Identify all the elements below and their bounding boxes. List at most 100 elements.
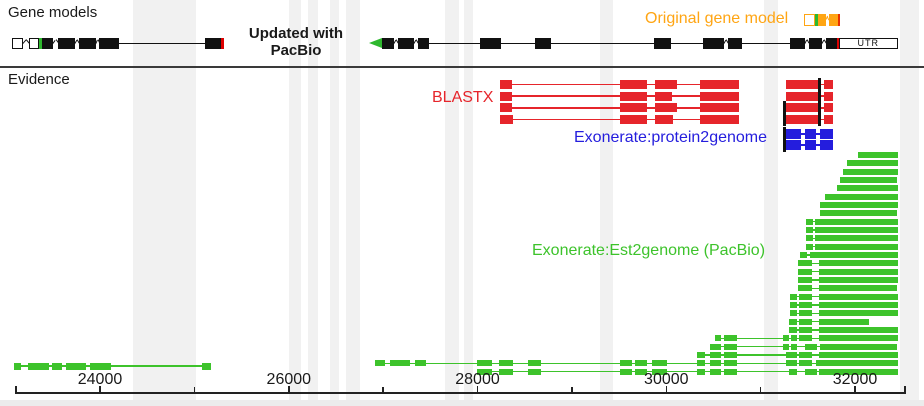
intron-line xyxy=(667,370,697,373)
intron-line xyxy=(541,370,620,373)
codon-mark xyxy=(782,138,786,152)
utr-box: UTR xyxy=(839,38,898,49)
intron-line xyxy=(513,362,528,365)
exon-box xyxy=(823,91,833,101)
codon-mark xyxy=(815,14,818,26)
axis-line xyxy=(15,392,906,394)
intron-line xyxy=(817,345,820,348)
exon-box xyxy=(819,352,898,358)
utr-box xyxy=(29,38,39,49)
exon-box xyxy=(66,362,86,370)
axis-major-tick xyxy=(288,386,290,393)
intron-line xyxy=(646,362,652,365)
exon-box xyxy=(786,140,801,150)
intron-line xyxy=(796,312,799,315)
exon-box xyxy=(786,360,797,367)
exon-box xyxy=(477,360,492,367)
intron-line xyxy=(821,83,824,86)
intron-line xyxy=(796,304,799,306)
exon-box xyxy=(498,360,513,367)
exon-box xyxy=(205,38,221,49)
intron-line xyxy=(671,95,700,97)
exon-box xyxy=(798,327,812,333)
exon-box xyxy=(790,343,797,350)
exon-box xyxy=(829,14,840,26)
exon-box xyxy=(798,318,812,325)
intron-line xyxy=(512,95,620,97)
intron-line xyxy=(812,220,815,223)
intron-line xyxy=(812,229,815,231)
intron-line xyxy=(788,345,791,348)
intron-line xyxy=(812,329,819,331)
exon-box xyxy=(620,103,647,113)
intron-line xyxy=(737,362,786,365)
codon-mark xyxy=(221,38,224,49)
codon-mark xyxy=(782,113,786,127)
exon-box xyxy=(723,352,737,358)
intron-line xyxy=(647,95,655,97)
exon-box xyxy=(723,360,737,367)
background-stripe xyxy=(330,0,339,406)
exon-box xyxy=(823,115,833,125)
exon-box xyxy=(375,360,385,367)
exon-box xyxy=(819,368,898,375)
exon-box xyxy=(789,368,797,375)
exon-box xyxy=(709,368,721,375)
exon-box xyxy=(786,91,818,101)
axis-tick-label: 32000 xyxy=(832,371,878,388)
exon-box xyxy=(620,91,647,101)
axis-major-tick xyxy=(99,386,101,393)
background-stripe xyxy=(900,0,919,406)
axis-tick-label: 30000 xyxy=(644,371,689,388)
exon-box xyxy=(798,260,812,267)
exon-box xyxy=(819,310,898,317)
utr-box xyxy=(12,38,23,49)
exon-box xyxy=(500,115,513,125)
intron-line xyxy=(812,262,819,265)
codon-mark xyxy=(782,127,786,141)
exon-box xyxy=(819,140,833,150)
exon-box xyxy=(389,360,410,367)
codon-mark xyxy=(818,113,821,127)
intron-line xyxy=(671,42,703,45)
intron-line xyxy=(647,83,655,86)
exon-box xyxy=(58,38,75,49)
intron-line xyxy=(119,42,205,45)
intron-line xyxy=(812,270,819,273)
intron-line xyxy=(646,370,652,373)
original-gene-model-label: Original gene model xyxy=(645,10,789,27)
intron-line xyxy=(812,354,819,356)
exon-box xyxy=(382,38,394,49)
exon-box xyxy=(535,38,551,49)
intron-line xyxy=(816,144,820,146)
background-stripe xyxy=(346,0,360,406)
blastx-label: BLASTX xyxy=(432,89,494,106)
exon-box xyxy=(809,252,898,258)
exon-box xyxy=(654,38,671,49)
intron-line xyxy=(821,95,824,97)
axis-end-tick xyxy=(15,385,17,394)
exon-box xyxy=(202,362,211,370)
intron-line xyxy=(796,295,799,298)
exon-box xyxy=(819,293,898,300)
protein2genome-label: Exonerate:protein2genome xyxy=(574,129,768,146)
exon-box xyxy=(709,360,721,367)
exon-box xyxy=(498,368,513,375)
exon-box xyxy=(819,285,897,292)
intron-line xyxy=(796,337,799,340)
exon-box xyxy=(790,335,797,342)
intron-line xyxy=(492,362,499,365)
intron-line xyxy=(385,362,390,365)
exon-box xyxy=(819,277,898,283)
intron-line xyxy=(742,42,790,45)
exon-box xyxy=(52,362,62,370)
intron-line xyxy=(551,42,654,45)
exon-box xyxy=(814,243,898,250)
gene-models-section-label: Gene models xyxy=(8,4,98,21)
exon-box xyxy=(703,38,724,49)
intron-line xyxy=(737,370,789,373)
exon-box xyxy=(826,38,837,49)
exon-box xyxy=(654,103,677,113)
exon-box xyxy=(654,91,672,101)
